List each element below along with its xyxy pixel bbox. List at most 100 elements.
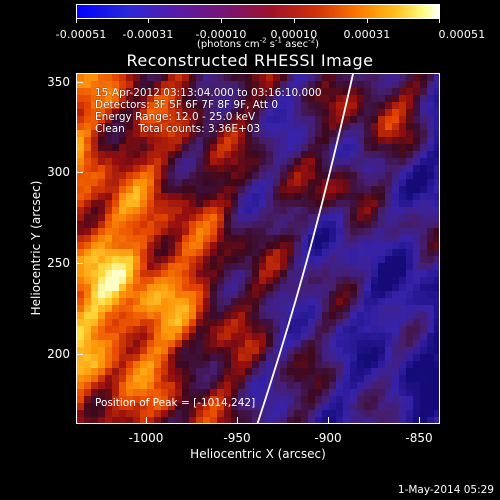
heatmap-cell xyxy=(154,417,162,423)
heatmap-cell xyxy=(413,340,421,348)
heatmap-cell xyxy=(392,179,400,187)
heatmap-cell xyxy=(175,361,183,369)
heatmap-cell xyxy=(357,214,365,222)
heatmap-cell xyxy=(343,263,351,271)
heatmap-cell xyxy=(231,319,239,327)
heatmap-cell xyxy=(420,256,428,264)
heatmap-cell xyxy=(210,263,218,271)
heatmap-cell xyxy=(84,354,92,362)
heatmap-cell xyxy=(385,116,393,124)
heatmap-cell xyxy=(210,109,218,117)
heatmap-cell xyxy=(98,368,106,376)
heatmap-cell xyxy=(112,207,120,215)
heatmap-cell xyxy=(273,88,281,96)
heatmap-cell xyxy=(329,347,337,355)
heatmap-cell xyxy=(154,221,162,229)
heatmap-cell xyxy=(371,354,379,362)
heatmap-cell xyxy=(329,228,337,236)
heatmap-cell xyxy=(392,340,400,348)
heatmap-cell xyxy=(112,228,120,236)
heatmap-cell xyxy=(378,403,386,411)
heatmap-cell xyxy=(287,228,295,236)
heatmap-cell xyxy=(385,242,393,250)
heatmap-cell xyxy=(91,326,99,334)
heatmap-cell xyxy=(224,249,232,257)
heatmap-cell xyxy=(224,263,232,271)
heatmap-cell xyxy=(343,102,351,110)
heatmap-cell xyxy=(126,263,134,271)
y-axis-tick xyxy=(76,172,83,173)
heatmap-cell xyxy=(105,228,113,236)
heatmap-cell xyxy=(245,88,253,96)
heatmap-cell xyxy=(133,165,141,173)
heatmap-cell xyxy=(364,277,372,285)
heatmap-cell xyxy=(112,172,120,180)
heatmap-cell xyxy=(105,74,113,82)
heatmap-cell xyxy=(434,291,439,299)
heatmap-cell xyxy=(140,74,148,82)
heatmap-cell xyxy=(406,305,414,313)
heatmap-cell xyxy=(245,270,253,278)
heatmap-cell xyxy=(140,200,148,208)
heatmap-cell xyxy=(371,179,379,187)
heatmap-cell xyxy=(315,179,323,187)
heatmap-cell xyxy=(182,389,190,397)
heatmap-cell xyxy=(105,340,113,348)
heatmap-cell xyxy=(140,270,148,278)
heatmap-cell xyxy=(161,179,169,187)
heatmap-cell xyxy=(343,179,351,187)
heatmap-cell xyxy=(168,340,176,348)
heatmap-cell xyxy=(294,207,302,215)
heatmap-cell xyxy=(294,74,302,82)
heatmap-cell xyxy=(406,172,414,180)
heatmap-cell xyxy=(154,172,162,180)
heatmap-cell xyxy=(224,368,232,376)
heatmap-cell xyxy=(413,95,421,103)
heatmap-cell xyxy=(224,319,232,327)
heatmap-cell xyxy=(189,347,197,355)
heatmap-cell xyxy=(252,158,260,166)
heatmap-cell xyxy=(126,284,134,292)
heatmap-cell xyxy=(224,298,232,306)
heatmap-cell xyxy=(343,123,351,131)
heatmap-cell xyxy=(420,382,428,390)
heatmap-cell xyxy=(196,200,204,208)
heatmap-cell xyxy=(84,277,92,285)
heatmap-cell xyxy=(196,305,204,313)
heatmap-cell xyxy=(301,340,309,348)
heatmap-cell xyxy=(182,165,190,173)
heatmap-cell xyxy=(231,137,239,145)
heatmap-cell xyxy=(308,417,316,423)
heatmap-cell xyxy=(252,291,260,299)
heatmap-cell xyxy=(182,130,190,138)
heatmap-cell xyxy=(259,382,267,390)
heatmap-cell xyxy=(210,249,218,257)
heatmap-cell xyxy=(357,123,365,131)
heatmap-cell xyxy=(364,249,372,257)
heatmap-cell xyxy=(98,242,106,250)
heatmap-cell xyxy=(168,130,176,138)
heatmap-cell xyxy=(161,270,169,278)
heatmap-cell xyxy=(105,207,113,215)
heatmap-cell xyxy=(315,151,323,159)
heatmap-cell xyxy=(378,193,386,201)
heatmap-cell xyxy=(329,340,337,348)
heatmap-cell xyxy=(413,88,421,96)
heatmap-cell xyxy=(322,368,330,376)
heatmap-cell xyxy=(133,102,141,110)
heatmap-cell xyxy=(189,249,197,257)
heatmap-cell xyxy=(252,256,260,264)
heatmap-cell xyxy=(259,361,267,369)
colorbar xyxy=(76,4,440,19)
heatmap-cell xyxy=(231,144,239,152)
heatmap-cell xyxy=(357,375,365,383)
heatmap-cell xyxy=(224,102,232,110)
heatmap-cell xyxy=(210,340,218,348)
heatmap-cell xyxy=(189,228,197,236)
heatmap-cell xyxy=(371,102,379,110)
heatmap-cell xyxy=(98,333,106,341)
heatmap-cell xyxy=(399,88,407,96)
heatmap-cell xyxy=(105,375,113,383)
heatmap-cell xyxy=(259,130,267,138)
heatmap-cell xyxy=(343,81,351,89)
